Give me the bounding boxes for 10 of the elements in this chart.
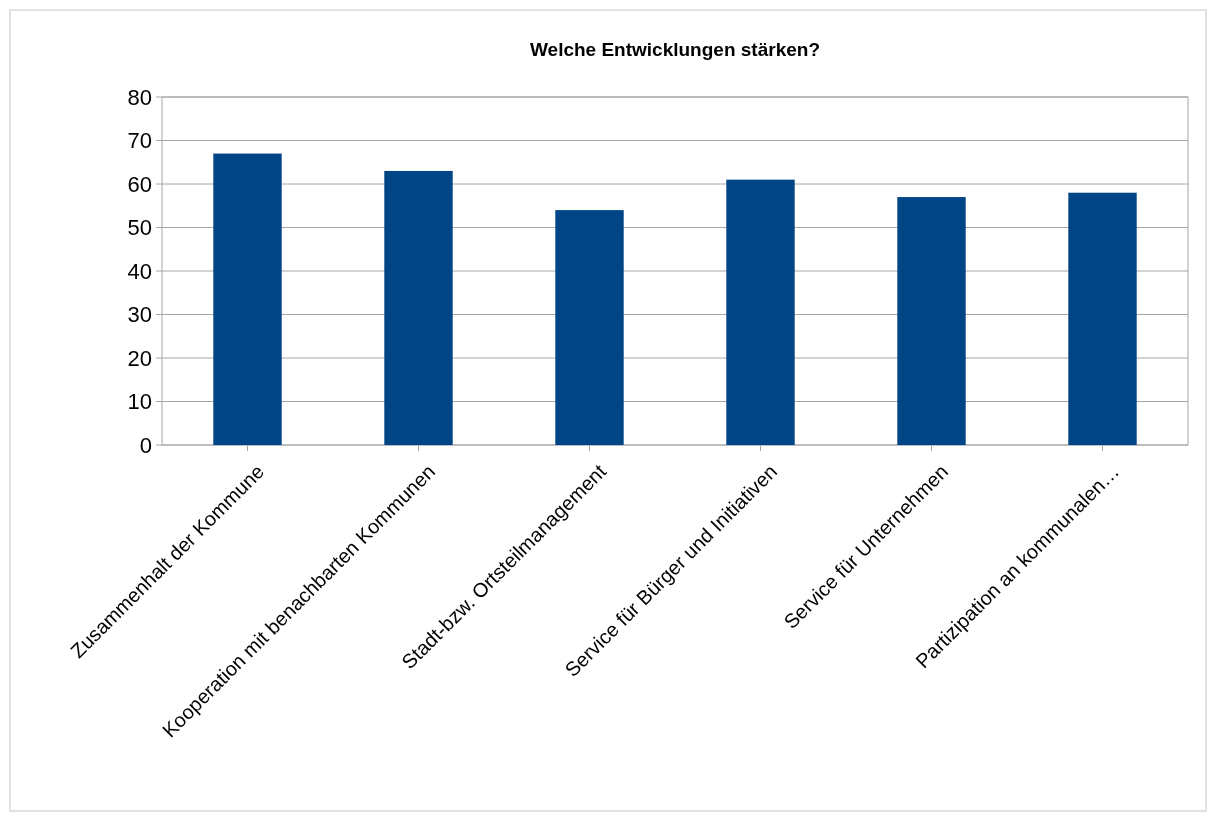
y-tick-label: 60 <box>127 171 152 197</box>
chart-title: Welche Entwicklungen stärken? <box>529 39 821 60</box>
y-tick-label: 70 <box>127 128 152 154</box>
y-tick-label: 50 <box>127 215 152 241</box>
y-tick-label: 40 <box>127 258 152 284</box>
y-tick-label: 30 <box>127 302 152 328</box>
y-tick-label: 0 <box>139 432 152 458</box>
y-tick-label: 20 <box>127 345 152 371</box>
y-tick-label: 10 <box>127 389 152 415</box>
y-tick-label: 80 <box>127 84 152 110</box>
